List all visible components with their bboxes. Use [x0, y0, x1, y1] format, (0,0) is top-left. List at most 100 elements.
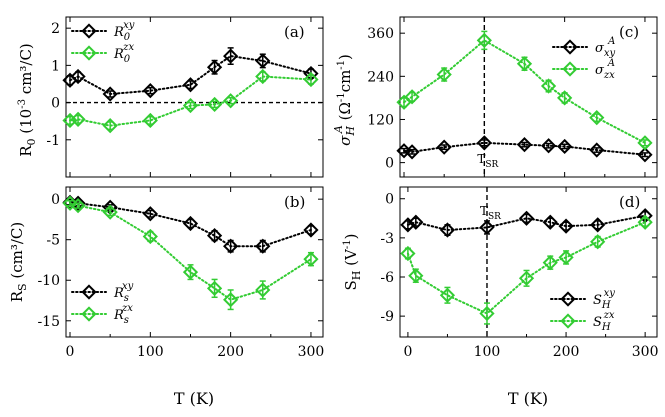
panel-d-series-1-point	[400, 245, 416, 262]
tsr-label: TSR	[477, 152, 498, 170]
panel-d-ytick-label: 0	[385, 192, 394, 208]
panel-b-series-1-point	[70, 198, 86, 214]
panel-d-xtick-label: 300	[632, 344, 659, 360]
panel-d-series-1-point	[408, 268, 424, 284]
panel-b-series-0-point	[303, 222, 319, 238]
panel-b-series-1-point	[182, 264, 199, 280]
panel-b-series-0-point	[223, 238, 239, 254]
panel-d-series-0-point	[518, 210, 535, 226]
panel-c-ticks: 0 120 240 360	[367, 17, 657, 177]
panel-a-series-1-point	[70, 111, 86, 127]
panel-b-ytick-label: -15	[37, 314, 60, 330]
panel-b-label: (b)	[284, 193, 305, 211]
panel-c-ytick-label: 0	[385, 156, 394, 172]
panel-d-ytick-label: -3	[380, 231, 394, 247]
panel-c-ylabel-text: σ	[336, 135, 354, 146]
panel-c-legend-label: σzxA	[595, 58, 615, 81]
panel-a-frame	[65, 16, 324, 178]
panel-c-ylabel-sup: A	[332, 125, 345, 134]
panel-b-series-1-point	[102, 204, 118, 220]
panel-a-series-1-point	[206, 96, 223, 113]
panel-d-legend-marker	[560, 313, 576, 329]
panel-d-ytick-label: -6	[380, 270, 394, 286]
panel-c-series-1-point	[476, 32, 492, 48]
panel-d-series-0-point	[558, 218, 574, 234]
panel-c-legend-label: σxyA	[595, 36, 616, 59]
panel-c-ytick-label: 240	[367, 69, 394, 85]
panel-b-xtick-label: 0	[66, 344, 75, 360]
panel-a-legend-marker	[81, 23, 97, 39]
panel-a-series-1-point	[102, 118, 118, 134]
panel-a-series-0-point	[255, 53, 271, 69]
panel-b-legend-label: Rsxy	[113, 281, 134, 304]
panel-c-ylabel-close: )	[336, 54, 354, 60]
panel-d-xtick-label: 200	[553, 344, 580, 360]
panel-d-ylabel-sup: -1	[342, 239, 353, 249]
panel-a-series-0-point	[102, 86, 118, 102]
panel-a-series-1-point	[142, 112, 158, 129]
panel-b-xtick-label: 200	[217, 344, 244, 360]
panel-b-data	[62, 194, 319, 311]
panel-c-label: (c)	[619, 23, 639, 41]
panel-a-legend-label: R0xy	[113, 20, 135, 43]
panel-d-label: (d)	[619, 193, 640, 211]
panel-c-series-1-point	[557, 90, 573, 106]
panel-d-series-0-point	[590, 217, 606, 233]
panel-b-series-1-point	[223, 292, 239, 308]
panel-b-ytick-label: -5	[46, 233, 60, 249]
panel-b-ylabel-text: R	[8, 290, 26, 302]
panel-c-series-0-point	[589, 142, 605, 158]
panel-d-legend-label: SHzx	[593, 310, 615, 333]
panel-b-ticks: 0 100 200 300 0 -5 -10 -15	[37, 187, 324, 360]
panel-b-legend-marker	[81, 306, 97, 322]
panel-c-series-0-point	[557, 138, 573, 155]
panel-b-series-0-point	[255, 238, 271, 254]
panel-a-ylabel-sup: -3	[17, 99, 28, 109]
panel-c-ylabel-sub: H	[344, 126, 357, 137]
panel-a-series-1-point	[223, 93, 239, 109]
panel-c-legend-marker	[562, 39, 578, 55]
panel-c-series-1-point	[540, 78, 557, 94]
svg-text:σHA (Ω-1cm-1): σHA (Ω-1cm-1)	[332, 54, 357, 146]
panel-b-series-1-point	[142, 228, 158, 245]
panel-c-ylabel: σHA (Ω-1cm-1)	[332, 54, 357, 146]
panel-c-frame	[399, 16, 658, 178]
svg-text:RS (cm³/C): RS (cm³/C)	[8, 222, 29, 302]
panel-b-series-1-point	[206, 280, 223, 296]
panel-d-series-1-point	[637, 214, 653, 230]
panel-b-series-1-point	[303, 251, 319, 267]
panel-d-frame	[399, 186, 658, 338]
panel-a-label: (a)	[284, 23, 305, 41]
panel-d-series-1-point	[590, 234, 606, 250]
panel-d-xtick-label: 0	[403, 344, 412, 360]
panel-b-legend-marker	[81, 284, 97, 300]
panel-b-series-0-point	[142, 206, 158, 222]
svg-text:R0 (10-3 cm³/C): R0 (10-3 cm³/C)	[17, 43, 38, 157]
panel-a-ytick-label: 1	[51, 58, 60, 74]
panel-c-ylabel-end: cm	[336, 70, 354, 93]
panel-b-frame	[65, 186, 324, 338]
panel-d-ylabel-rest: (V	[342, 248, 360, 271]
panel-c-series-0-point	[637, 147, 653, 163]
panel-c-series-1-point	[516, 56, 533, 72]
panel-d-series-0-point	[542, 214, 558, 230]
panel-a-legend-label: R0zx	[113, 42, 134, 65]
panel-c-series-0-point	[516, 137, 533, 153]
panel-a-ylabel-sub: 0	[25, 138, 38, 145]
panel-c-series-0-point	[540, 138, 557, 154]
panel-b-xlabel: T (K)	[174, 389, 214, 408]
panel-d-xtick-label: 100	[474, 344, 501, 360]
panel-d-legend-label: SHxy	[593, 288, 615, 311]
panel-d-series-1-point	[479, 305, 495, 322]
panel-d-data	[400, 208, 653, 325]
panel-c-series-0-point	[404, 144, 420, 160]
panel-a-series-0-point	[70, 68, 86, 85]
panel-a-legend-marker	[81, 45, 97, 61]
panel-a-ytick-label: -1	[46, 133, 60, 149]
panel-d-series-0-point	[408, 214, 424, 230]
